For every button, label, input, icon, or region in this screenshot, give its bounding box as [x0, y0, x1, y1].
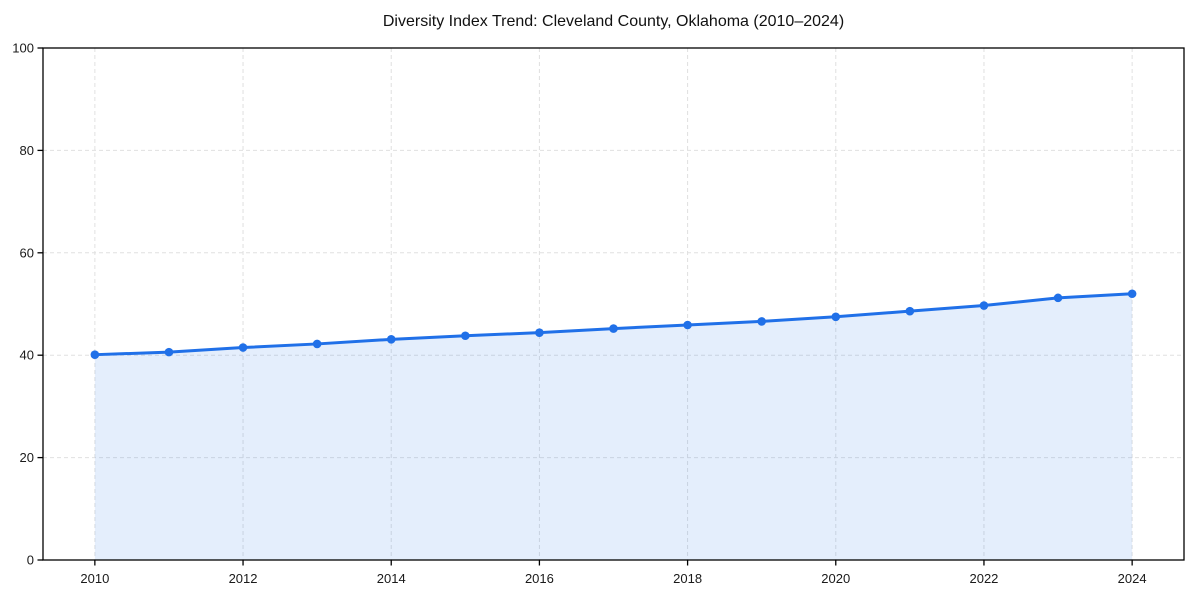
y-tick-label: 0	[27, 553, 34, 568]
data-point	[386, 335, 396, 344]
data-point	[609, 324, 618, 333]
data-point	[312, 339, 322, 349]
data-point	[535, 328, 544, 337]
area-fill	[94, 293, 1133, 560]
data-point	[831, 312, 841, 322]
y-tick-label: 20	[20, 450, 34, 465]
y-tick-label: 80	[20, 143, 34, 158]
x-tick-label: 2018	[673, 571, 702, 586]
data-point	[461, 331, 470, 341]
data-point	[90, 350, 100, 359]
data-point	[1127, 289, 1137, 299]
data-point	[1053, 293, 1063, 303]
y-tick-label: 60	[20, 245, 34, 260]
data-point	[757, 317, 766, 326]
chart-title: Diversity Index Trend: Cleveland County,…	[382, 13, 845, 30]
x-tick-label: 2010	[80, 571, 109, 586]
plot-border	[42, 47, 1185, 561]
x-tick-label: 2012	[229, 571, 258, 586]
data-point	[164, 347, 174, 357]
y-tick-label: 100	[12, 41, 34, 56]
x-tick-label: 2014	[377, 571, 406, 586]
x-tick-label: 2022	[969, 571, 998, 586]
x-tick-label: 2024	[1118, 571, 1147, 586]
data-point	[979, 301, 989, 310]
x-tick-label: 2020	[821, 571, 850, 586]
data-point	[683, 320, 692, 330]
x-tick-label: 2016	[525, 571, 554, 586]
data-point	[238, 343, 248, 352]
data-point	[905, 306, 915, 316]
y-tick-label: 40	[20, 348, 34, 363]
